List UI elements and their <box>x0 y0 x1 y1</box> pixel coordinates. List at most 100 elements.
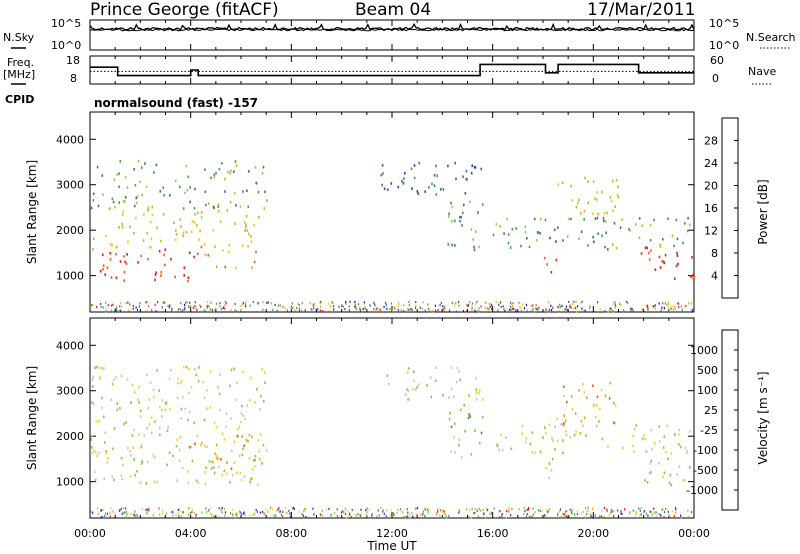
power-cell <box>513 307 515 310</box>
velocity-cell <box>195 515 197 518</box>
velocity-cell <box>116 408 119 412</box>
velocity-cell <box>563 395 565 398</box>
power-cell <box>118 172 120 175</box>
velocity-cell <box>145 482 147 485</box>
velocity-cell <box>96 365 98 369</box>
power-cell <box>127 240 129 244</box>
power-cell <box>408 300 410 303</box>
velocity-cell <box>510 447 513 451</box>
power-cell <box>296 306 298 309</box>
velocity-cell <box>96 454 98 458</box>
velocity-cell <box>680 516 682 519</box>
power-cell <box>573 307 575 310</box>
velocity-cell <box>613 514 615 518</box>
power-cell <box>247 232 250 236</box>
power-cell <box>204 309 206 312</box>
velocity-cell <box>261 510 264 513</box>
velocity-cell <box>444 511 446 514</box>
power-colorbar-tick-label: 20 <box>704 180 718 193</box>
power-cell <box>564 308 566 311</box>
power-cell <box>341 303 343 306</box>
velocity-cell <box>354 513 356 516</box>
power-cell <box>329 305 331 308</box>
power-cell <box>160 270 163 274</box>
power-cell <box>187 276 190 279</box>
power-cell <box>162 302 164 305</box>
power-cell <box>393 306 395 310</box>
power-cell <box>163 193 165 197</box>
velocity-cell <box>110 512 112 515</box>
power-cell <box>333 308 335 311</box>
velocity-cell <box>165 400 168 404</box>
power-cell <box>459 219 461 223</box>
power-cell <box>102 193 104 196</box>
velocity-cell <box>585 434 587 437</box>
power-cell <box>464 192 467 195</box>
power-cell <box>160 274 162 277</box>
power-cell <box>451 205 454 209</box>
velocity-cell <box>417 506 419 509</box>
velocity-cell <box>607 445 609 448</box>
power-cell <box>304 309 306 312</box>
power-cell <box>332 301 334 304</box>
power-cell <box>640 252 643 255</box>
velocity-cell <box>97 507 99 510</box>
power-cell <box>135 306 137 309</box>
velocity-cell <box>146 460 149 464</box>
velocity-cell <box>650 459 652 463</box>
velocity-cell <box>563 422 565 425</box>
velocity-cell <box>614 404 617 407</box>
velocity-cell <box>649 510 651 513</box>
velocity-cell <box>236 435 239 438</box>
velocity-cell <box>110 507 112 510</box>
power-cell <box>673 305 675 308</box>
power-cell <box>115 310 117 313</box>
velocity-cell <box>105 450 108 453</box>
velocity-cell <box>544 514 546 517</box>
velocity-cell <box>182 395 184 399</box>
velocity-cell <box>238 425 241 429</box>
power-cell <box>577 305 579 308</box>
velocity-cell <box>661 508 663 511</box>
power-cell <box>671 305 673 308</box>
power-cell <box>638 236 641 240</box>
power-cell <box>298 309 300 312</box>
velocity-cell <box>548 423 551 427</box>
power-ylabel: Slant Range [km] <box>25 160 39 264</box>
velocity-cell <box>674 506 677 509</box>
velocity-cell <box>147 509 149 512</box>
velocity-ylabel: Slant Range [km] <box>25 366 39 470</box>
power-cell <box>215 302 217 305</box>
velocity-cell <box>412 379 415 383</box>
power-cell <box>419 306 421 309</box>
velocity-cell <box>350 508 352 511</box>
power-cell <box>660 309 662 312</box>
power-cell <box>403 303 405 306</box>
velocity-cell <box>212 466 215 469</box>
velocity-cell <box>501 448 504 452</box>
power-cell <box>673 244 675 248</box>
power-cell <box>187 175 190 179</box>
velocity-cell <box>650 429 653 432</box>
power-cell <box>439 304 441 307</box>
power-cell <box>193 206 196 210</box>
velocity-cell <box>667 457 669 461</box>
power-cell <box>133 231 135 235</box>
velocity-cell <box>675 508 677 511</box>
power-cell <box>342 305 344 308</box>
power-cell <box>154 278 156 282</box>
velocity-cell <box>665 507 667 511</box>
velocity-cell <box>590 514 592 517</box>
power-cell <box>217 205 219 209</box>
power-cell <box>644 246 647 249</box>
velocity-cell <box>651 513 653 516</box>
velocity-cell <box>557 512 559 515</box>
cpid-label: CPID <box>5 93 34 106</box>
power-cell <box>151 213 154 217</box>
velocity-cell <box>380 506 382 509</box>
power-cell <box>612 310 615 313</box>
power-cell <box>635 223 637 226</box>
velocity-cell <box>103 477 105 480</box>
velocity-cell <box>678 428 680 432</box>
velocity-cell <box>180 407 183 411</box>
